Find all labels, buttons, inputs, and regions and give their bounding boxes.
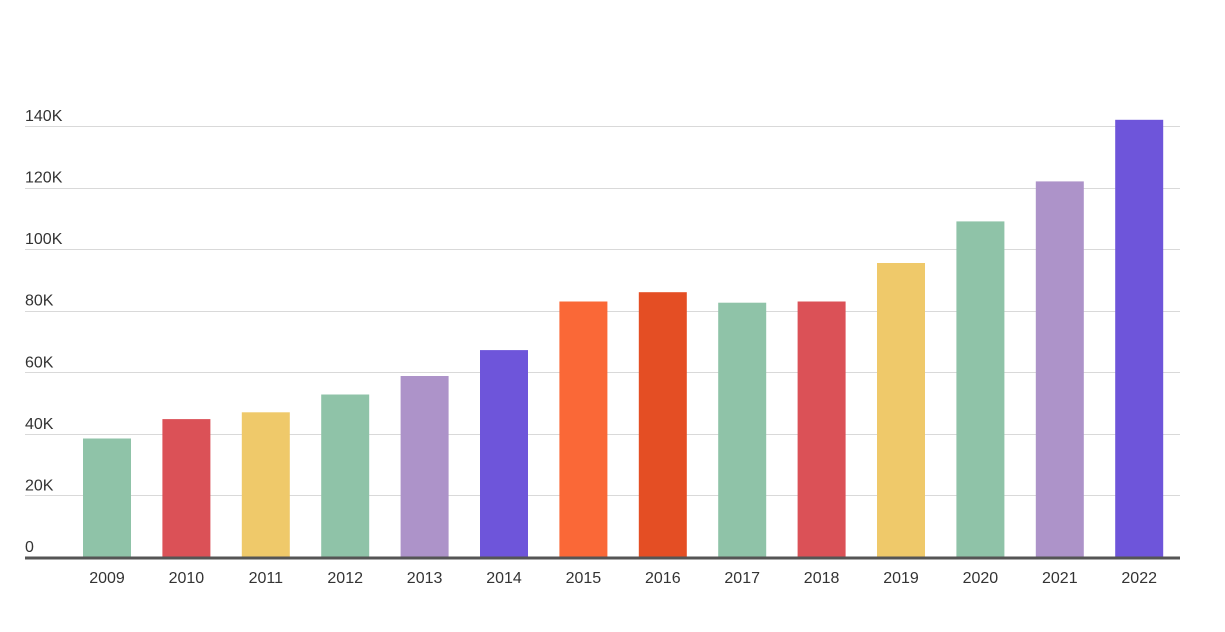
x-tick-label: 2014 bbox=[486, 570, 522, 587]
x-tick-label: 2012 bbox=[327, 570, 363, 587]
x-tick-label: 2021 bbox=[1042, 570, 1078, 587]
x-tick-label: 2019 bbox=[883, 570, 919, 587]
x-tick-label: 2015 bbox=[566, 570, 602, 587]
bar-2015 bbox=[559, 301, 608, 557]
bar-2012 bbox=[321, 394, 370, 557]
y-tick-label: 20K bbox=[25, 477, 54, 494]
bar-2017 bbox=[718, 302, 767, 557]
bar-2010 bbox=[162, 419, 211, 557]
x-tick-label: 2017 bbox=[724, 570, 760, 587]
bar-2018 bbox=[797, 301, 846, 557]
y-tick-label: 40K bbox=[25, 416, 54, 433]
y-tick-label: 100K bbox=[25, 231, 63, 248]
bar-2019 bbox=[877, 263, 925, 557]
bar-2009 bbox=[83, 438, 131, 557]
bar-2021 bbox=[1035, 181, 1084, 557]
x-tick-label: 2009 bbox=[89, 570, 125, 587]
y-tick-label: 60K bbox=[25, 354, 54, 371]
bar-2013 bbox=[400, 376, 449, 557]
y-tick-label: 0 bbox=[25, 539, 34, 556]
x-tick-label: 2010 bbox=[169, 570, 205, 587]
y-tick-label: 120K bbox=[25, 170, 63, 187]
x-tick-label: 2022 bbox=[1121, 570, 1157, 587]
y-tick-label: 80K bbox=[25, 293, 54, 310]
x-tick-label: 2013 bbox=[407, 570, 443, 587]
x-tick-label: 2011 bbox=[249, 570, 284, 587]
bar-2014 bbox=[480, 350, 528, 557]
x-tick-label: 2016 bbox=[645, 570, 681, 587]
bar-2011 bbox=[241, 412, 290, 557]
x-tick-label: 2018 bbox=[804, 570, 840, 587]
y-tick-label: 140K bbox=[25, 108, 63, 125]
x-tick-label: 2020 bbox=[963, 570, 999, 587]
bar-2016 bbox=[638, 292, 687, 557]
bar-2022 bbox=[1115, 119, 1164, 558]
y-axis-tick-labels: 0 20K 40K 60K 80K 100K 120K 140K bbox=[25, 108, 63, 556]
bar-2020 bbox=[956, 221, 1005, 557]
bars bbox=[83, 119, 1164, 558]
x-axis-tick-labels: 2009 2010 2011 2012 2013 2014 2015 2016 2017 2018… bbox=[89, 570, 1157, 587]
